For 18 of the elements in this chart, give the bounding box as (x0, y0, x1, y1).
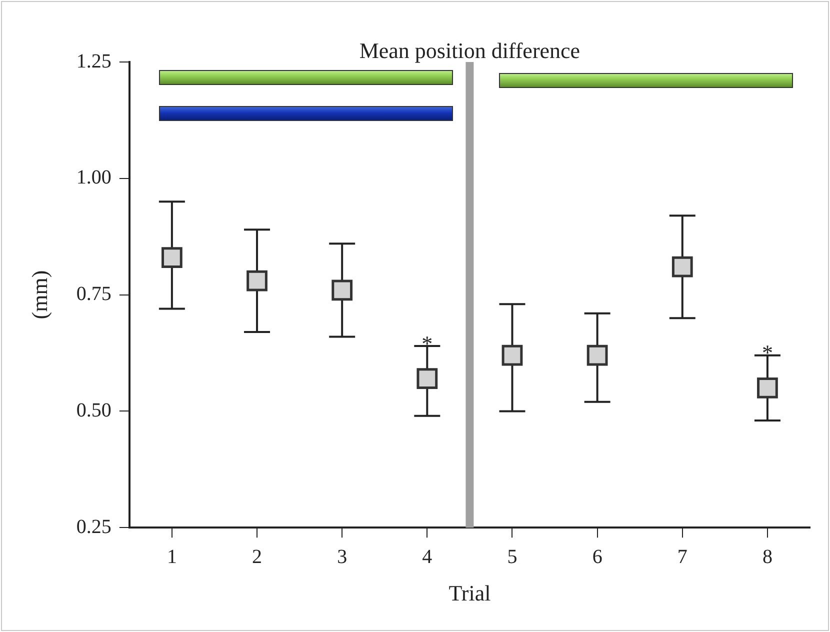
y-tick-label: 0.50 (76, 399, 112, 422)
x-tick-label: 8 (762, 546, 772, 568)
x-tick-label: 3 (337, 546, 348, 568)
annotation: * (762, 340, 773, 366)
y-tick-label: 0.25 (76, 516, 112, 538)
x-tick-label: 6 (592, 546, 602, 568)
y-tick-label: 0.75 (76, 283, 112, 306)
annotation: * (422, 330, 433, 356)
y-tick-label: 1.25 (76, 50, 112, 72)
x-tick-label: 1 (166, 546, 177, 568)
x-tick-label: 4 (422, 546, 432, 568)
x-axis-title: Trial (448, 580, 491, 606)
x-tick-label: 7 (677, 546, 688, 568)
chart-title: Mean position difference (359, 38, 580, 63)
y-axis-title: (mm) (26, 270, 52, 320)
y-tick-label: 1.00 (76, 166, 112, 189)
x-tick-label: 2 (252, 546, 262, 568)
x-tick-label: 5 (507, 546, 518, 568)
